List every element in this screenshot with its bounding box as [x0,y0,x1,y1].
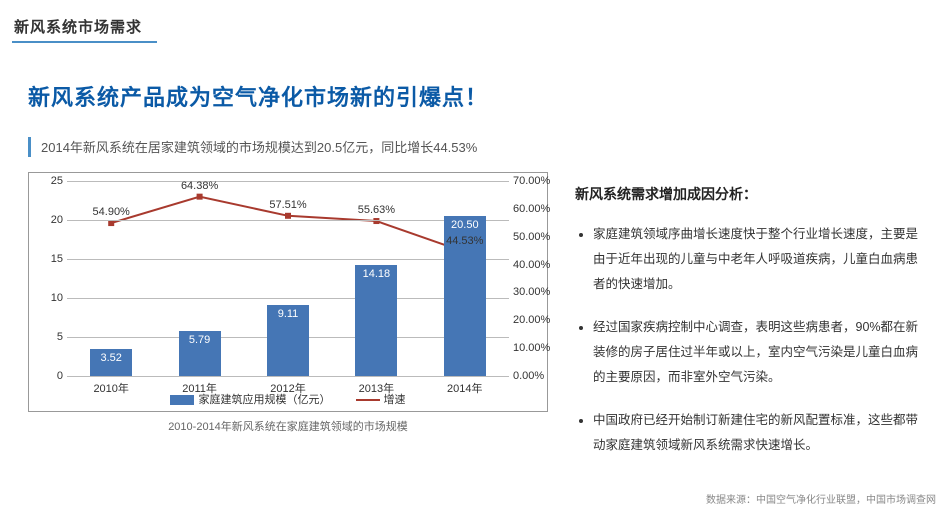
bar: 5.79 [179,331,221,376]
bar-value-label: 14.18 [355,268,397,280]
line-point-label: 54.90% [93,206,130,218]
data-source: 数据来源：中国空气净化行业联盟，中国市场调查网 [706,491,936,506]
bar: 14.18 [355,265,397,376]
line-point-label: 55.63% [358,204,395,216]
chart-plot: 05101520250.00%10.00%20.00%30.00%40.00%5… [67,181,509,376]
analysis-list: 家庭建筑领域序曲增长速度快于整个行业增长速度，主要是由于近年出现的儿童与中老年人… [575,222,925,458]
y-right-tick: 0.00% [513,370,559,382]
chart-legend: 家庭建筑应用规模（亿元） 增速 [29,391,547,407]
analysis-panel: 新风系统需求增加成因分析： 家庭建筑领域序曲增长速度快于整个行业增长速度，主要是… [575,184,925,476]
legend-bar-label: 家庭建筑应用规模（亿元） [198,394,330,406]
y-left-tick: 20 [37,214,63,226]
bar: 3.52 [90,349,132,376]
y-right-tick: 50.00% [513,231,559,243]
y-right-tick: 40.00% [513,259,559,271]
section-header: 新风系统市场需求 [12,14,157,43]
y-right-tick: 20.00% [513,314,559,326]
main-title: 新风系统产品成为空气净化市场新的引爆点！ [28,80,488,112]
chart-caption: 2010-2014年新风系统在家庭建筑领域的市场规模 [28,418,548,434]
chart-container: 05101520250.00%10.00%20.00%30.00%40.00%5… [28,172,548,412]
line-point-label: 44.53% [446,235,483,247]
y-left-tick: 15 [37,253,63,265]
analysis-item: 经过国家疾病控制中心调查，表明这些病患者，90%都在新装修的房子居住过半年或以上… [593,315,925,390]
analysis-title: 新风系统需求增加成因分析： [575,184,925,204]
bar-value-label: 9.11 [267,308,309,320]
bar: 9.11 [267,305,309,376]
y-right-tick: 10.00% [513,342,559,354]
line-point-label: 57.51% [269,199,306,211]
legend-bar-swatch [170,395,194,405]
analysis-item: 中国政府已经开始制订新建住宅的新风配置标准，这些都带动家庭建筑领域新风系统需求快… [593,408,925,458]
subtitle-bar: 2014年新风系统在居家建筑领域的市场规模达到20.5亿元，同比增长44.53% [28,137,477,157]
bar-value-label: 20.50 [444,219,486,231]
section-header-text: 新风系统市场需求 [14,19,142,36]
line-point-label: 64.38% [181,180,218,192]
y-right-tick: 70.00% [513,175,559,187]
legend-line-label: 增速 [384,394,406,406]
analysis-item: 家庭建筑领域序曲增长速度快于整个行业增长速度，主要是由于近年出现的儿童与中老年人… [593,222,925,297]
legend-line-swatch [356,399,380,401]
y-right-tick: 60.00% [513,203,559,215]
bar-value-label: 5.79 [179,334,221,346]
y-left-tick: 25 [37,175,63,187]
bar-value-label: 3.52 [90,352,132,364]
y-left-tick: 10 [37,292,63,304]
subtitle-text: 2014年新风系统在居家建筑领域的市场规模达到20.5亿元，同比增长44.53% [41,140,477,155]
y-right-tick: 30.00% [513,286,559,298]
y-left-tick: 0 [37,370,63,382]
y-left-tick: 5 [37,331,63,343]
